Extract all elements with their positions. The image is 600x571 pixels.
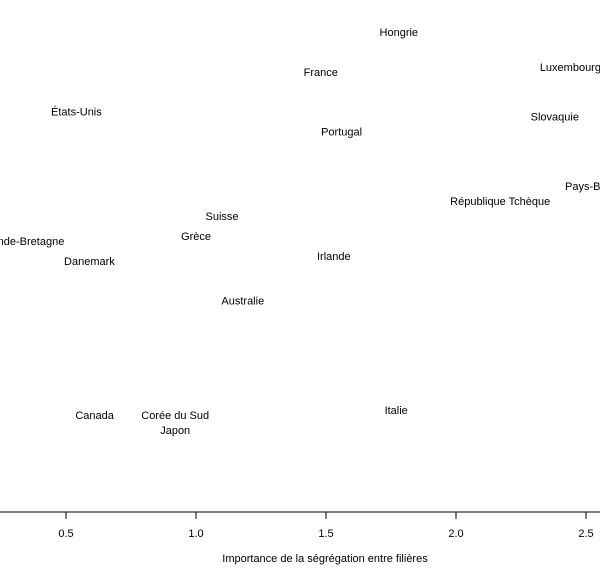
- data-point-label: Danemark: [64, 256, 115, 268]
- data-point-label: Grande-Bretagne: [0, 236, 64, 248]
- data-point-label: Canada: [75, 410, 114, 422]
- data-point-label: Pays-Bas: [565, 181, 600, 193]
- data-point-label: Hongrie: [380, 27, 419, 39]
- data-point-label: Australie: [221, 296, 264, 308]
- data-point-label: Italie: [385, 405, 408, 417]
- data-point-label: Japon: [160, 425, 190, 437]
- data-point-label: Slovaquie: [531, 112, 579, 124]
- data-points: Hongrie France Luxembourg États-Unis Slovaqu…: [0, 27, 600, 437]
- x-tick-label: 1.0: [188, 528, 203, 540]
- data-point-label: Luxembourg: [540, 62, 600, 74]
- x-axis-title: Importance de la ségrégation entre filiè…: [222, 553, 428, 565]
- data-point-label: France: [304, 67, 338, 79]
- data-point-label: Suisse: [205, 211, 238, 223]
- plot-border: [0, 511, 600, 513]
- x-tick-label: 2.0: [448, 528, 463, 540]
- data-point-label: Corée du Sud: [141, 410, 209, 422]
- x-tick-label: 0.5: [58, 528, 73, 540]
- data-point-label: Portugal: [321, 127, 362, 139]
- data-point-label: États-Unis: [51, 106, 102, 119]
- x-axis: 0.5 1.0 1.5 2.0 2.5: [58, 512, 594, 540]
- data-point-label: Irlande: [317, 251, 351, 263]
- x-tick-label: 2.5: [578, 528, 593, 540]
- plot-frame: [0, 511, 600, 513]
- data-point-label: Grèce: [181, 231, 211, 243]
- x-tick-label: 1.5: [318, 528, 333, 540]
- data-point-label: République Tchèque: [450, 196, 550, 208]
